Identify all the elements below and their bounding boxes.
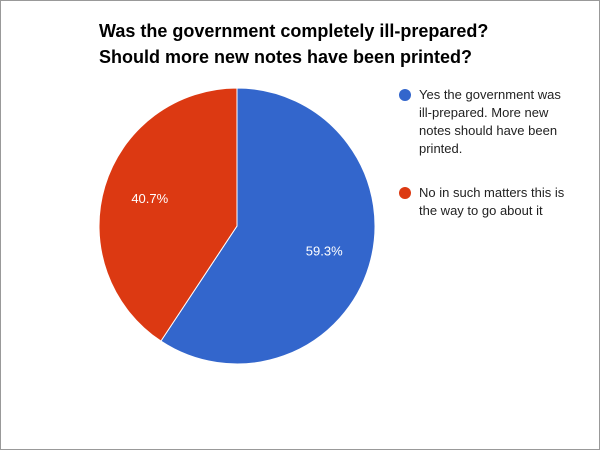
legend-swatch (399, 187, 411, 199)
legend-label: Yes the government was ill-prepared. Mor… (419, 87, 561, 156)
slice-label: 40.7% (131, 191, 168, 206)
chart-title: Should more new notes have been printed? (99, 47, 472, 67)
pie-slice (98, 87, 238, 342)
chart-title: Was the government completely ill-prepar… (99, 21, 488, 41)
legend-item: No in such matters this is the way to go… (399, 184, 569, 220)
pie-slice (160, 87, 376, 365)
slice-label: 59.3% (306, 244, 343, 259)
legend-label: No in such matters this is the way to go… (419, 185, 565, 218)
legend-item: Yes the government was ill-prepared. Mor… (399, 86, 569, 158)
legend-swatch (399, 89, 411, 101)
